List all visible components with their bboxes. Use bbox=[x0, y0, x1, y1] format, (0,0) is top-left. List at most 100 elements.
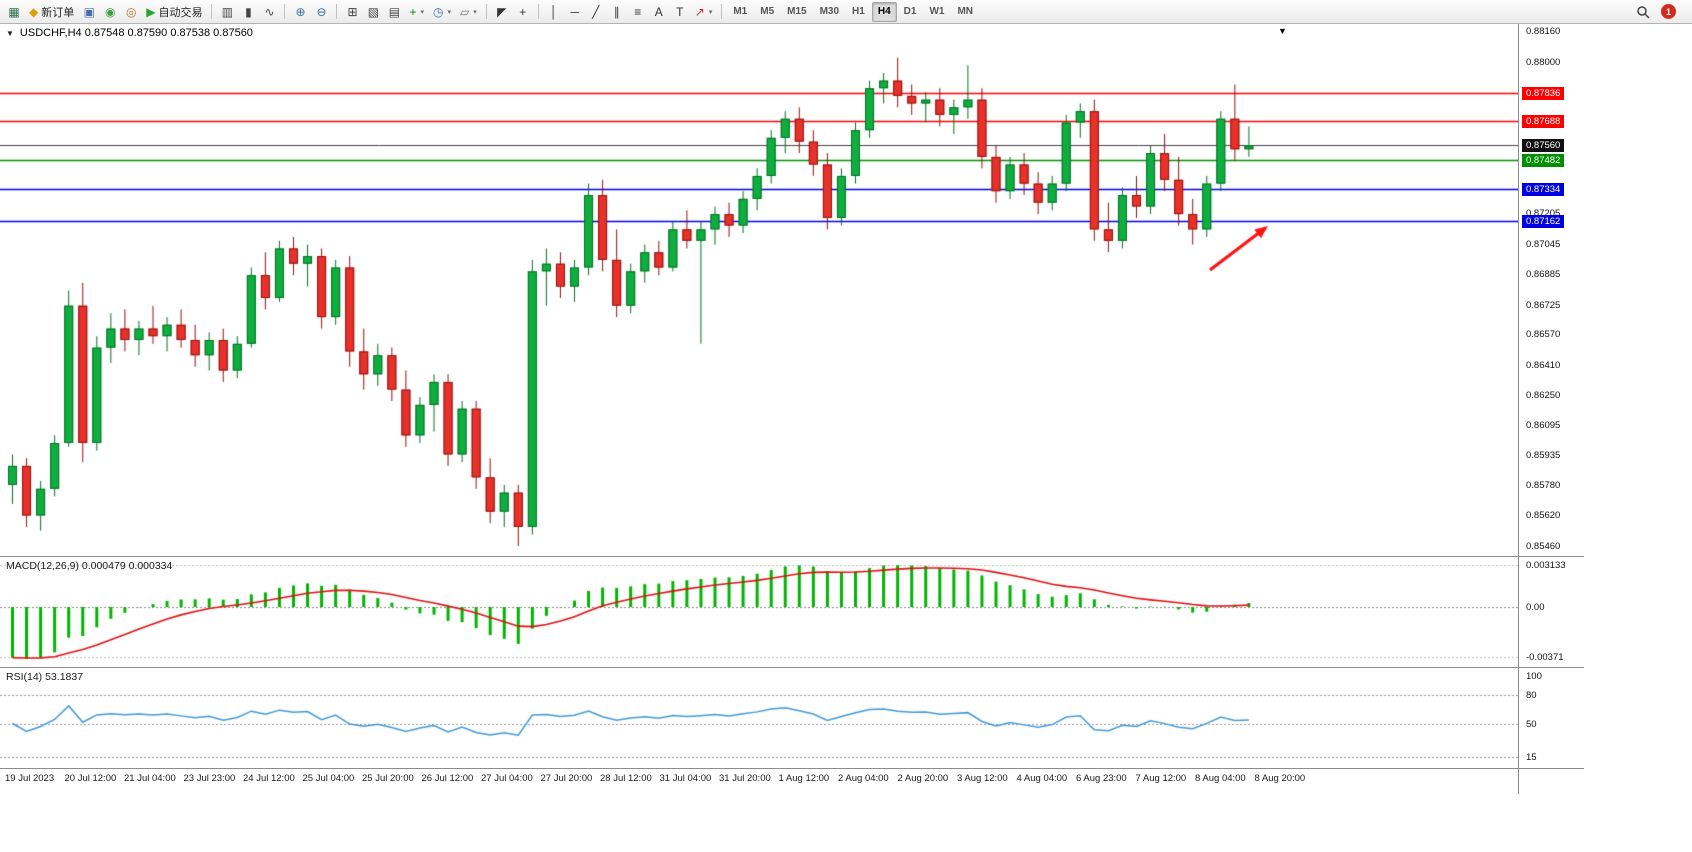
time-axis-label: 31 Jul 20:00 bbox=[719, 773, 771, 784]
dropdown-caret-icon: ▾ bbox=[473, 8, 477, 16]
vertical-line-button[interactable]: │ bbox=[544, 2, 564, 22]
line-chart-icon: ∿ bbox=[264, 4, 275, 19]
macd-axis-label: -0.00371 bbox=[1526, 652, 1564, 663]
toolbar-separator bbox=[284, 4, 286, 19]
zoom-out-button[interactable]: ⊖ bbox=[311, 2, 331, 22]
indicators-button[interactable]: + ▾ bbox=[405, 2, 428, 22]
collapse-chart-icon[interactable]: ▼ bbox=[6, 28, 14, 38]
arrows-button[interactable]: ↗ ▾ bbox=[691, 2, 717, 22]
chart-windows-button[interactable]: ▣ bbox=[79, 2, 99, 22]
channel-icon: ∥ bbox=[613, 4, 620, 19]
price-level-badge: 0.87334 bbox=[1522, 182, 1565, 196]
line-chart-button[interactable]: ∿ bbox=[259, 2, 279, 22]
price-axis-label: 0.88160 bbox=[1526, 26, 1561, 37]
rsi-indicator-canvas[interactable] bbox=[0, 668, 1518, 768]
toolbar-separator bbox=[721, 4, 723, 19]
search-button[interactable] bbox=[1632, 2, 1654, 22]
timeframe-mn-button[interactable]: MN bbox=[957, 6, 973, 17]
auto-trading-button[interactable]: ▶ 自动交易 bbox=[142, 2, 206, 22]
channel-button[interactable]: ∥ bbox=[607, 2, 627, 22]
new-order-button[interactable]: ◆ 新订单 bbox=[25, 2, 78, 22]
horizontal-line-icon: ─ bbox=[570, 4, 579, 19]
cursor-icon: ◤ bbox=[497, 4, 507, 19]
price-level-badge: 0.87162 bbox=[1522, 215, 1565, 229]
tile-windows-button[interactable]: ⊞ bbox=[342, 2, 362, 22]
profiles-icon: ◉ bbox=[104, 4, 116, 19]
templates-button[interactable]: ▱ ▾ bbox=[456, 2, 481, 22]
notification-badge[interactable]: 1 bbox=[1661, 4, 1676, 19]
price-axis-label: 0.87045 bbox=[1526, 238, 1561, 250]
new-chart-icon: ▦ bbox=[8, 4, 20, 19]
time-axis-label: 2 Aug 04:00 bbox=[838, 773, 889, 784]
toolbar-items: ▦ ◆ 新订单 ▣ ◉ ◎ ▶ 自动交易 ▥ ▮ ∿ ⊕ ⊖ ⊞ ▧ ▤ + ▾ ◷ ▾ ▱ ▾ ◤ + │ ─ ╱ ∥ ≡ A T ↗ ▾ M1… bbox=[4, 0, 979, 23]
timeframe-m30-button[interactable]: M30 bbox=[819, 6, 840, 17]
timeframe-h1-button[interactable]: H1 bbox=[852, 6, 865, 17]
toolbar-right-group: 1 bbox=[1632, 2, 1688, 22]
chart-title-text: USDCHF,H4 0.87548 0.87590 0.87538 0.8756… bbox=[19, 27, 253, 39]
fibonacci-icon: ≡ bbox=[634, 4, 642, 19]
fibonacci-button[interactable]: ≡ bbox=[628, 2, 648, 22]
price-axis[interactable]: 0.88160 0.88000 0.87836 0.87688 0.87560 0.874… bbox=[1519, 24, 1691, 804]
timeframe-m1-button[interactable]: M1 bbox=[733, 6, 748, 17]
horizontal-line-button[interactable]: ─ bbox=[565, 2, 585, 22]
time-axis-label: 7 Aug 12:00 bbox=[1135, 773, 1187, 784]
time-axis-label: 27 Jul 20:00 bbox=[540, 773, 593, 784]
rsi-axis-label: 50 bbox=[1526, 718, 1537, 730]
timeframe-w1-button[interactable]: W1 bbox=[929, 6, 945, 17]
timeframe-m5-button[interactable]: M5 bbox=[760, 6, 775, 17]
cursor-button[interactable]: ◤ bbox=[492, 2, 512, 22]
text-button[interactable]: A bbox=[649, 2, 669, 22]
zoom-in-button[interactable]: ⊕ bbox=[290, 2, 310, 22]
panel-separator[interactable] bbox=[0, 667, 1584, 668]
time-axis[interactable]: 19 Jul 2023 20 Jul 12:00 21 Jul 04:00 23 Ju… bbox=[0, 769, 1518, 794]
time-axis-label: 25 Jul 20:00 bbox=[362, 773, 414, 784]
chart-shift-marker-icon[interactable]: ▼ bbox=[1278, 26, 1287, 36]
price-axis-label: 0.85620 bbox=[1526, 510, 1561, 522]
periods-icon: ◷ bbox=[433, 4, 444, 19]
chart-title: ▼ USDCHF,H4 0.87548 0.87590 0.87538 0.87… bbox=[6, 27, 253, 39]
price-axis-label: 0.85935 bbox=[1526, 450, 1561, 462]
trendline-button[interactable]: ╱ bbox=[586, 2, 606, 22]
time-axis-label: 24 Jul 12:00 bbox=[243, 773, 295, 784]
auto-trading-icon: ▶ bbox=[146, 4, 156, 19]
dropdown-caret-icon: ▾ bbox=[447, 8, 451, 16]
toolbar-separator bbox=[485, 4, 487, 19]
auto-trading-label: 自动交易 bbox=[158, 6, 203, 19]
bar-chart-button[interactable]: ▥ bbox=[217, 2, 237, 22]
timeframe-m15-button[interactable]: M15 bbox=[787, 6, 807, 17]
periods-button[interactable]: ◷ ▾ bbox=[429, 2, 455, 22]
profiles-button[interactable]: ◉ bbox=[100, 2, 120, 22]
timeframe-d1-button[interactable]: D1 bbox=[903, 6, 917, 17]
price-axis-label: 0.85460 bbox=[1526, 540, 1561, 552]
vertical-line-icon: │ bbox=[550, 4, 558, 19]
market-watch-icon: ◎ bbox=[125, 4, 137, 19]
new-order-label: 新订单 bbox=[41, 6, 75, 19]
indicators-icon: + bbox=[409, 4, 417, 19]
new-chart-button[interactable]: ▦ bbox=[4, 2, 24, 22]
cascade-windows-button[interactable]: ▧ bbox=[363, 2, 383, 22]
arrange-windows-button[interactable]: ▤ bbox=[384, 2, 404, 22]
time-axis-label: 1 Aug 12:00 bbox=[778, 773, 830, 784]
time-axis-label: 8 Aug 04:00 bbox=[1195, 773, 1246, 784]
time-axis-label: 21 Jul 04:00 bbox=[124, 773, 176, 784]
text-label-button[interactable]: T bbox=[670, 2, 690, 22]
candlestick-chart-canvas[interactable] bbox=[0, 24, 1518, 556]
chart-window: ▼ USDCHF,H4 0.87548 0.87590 0.87538 0.87… bbox=[0, 24, 1692, 852]
arrows-icon: ↗ bbox=[694, 4, 705, 19]
templates-icon: ▱ bbox=[460, 4, 470, 19]
crosshair-button[interactable]: + bbox=[513, 2, 533, 22]
timeframe-h4-button[interactable]: H4 bbox=[871, 1, 897, 22]
price-axis-label: 0.86410 bbox=[1526, 359, 1561, 371]
panel-separator[interactable] bbox=[0, 768, 1584, 769]
macd-indicator-canvas[interactable] bbox=[0, 557, 1518, 667]
time-axis-label: 4 Aug 04:00 bbox=[1016, 773, 1068, 784]
price-axis-label: 0.85780 bbox=[1526, 479, 1561, 491]
time-axis-label: 6 Aug 23:00 bbox=[1076, 773, 1127, 784]
price-level-badge: 0.87482 bbox=[1522, 154, 1565, 168]
market-watch-button[interactable]: ◎ bbox=[121, 2, 141, 22]
candlestick-chart-button[interactable]: ▮ bbox=[238, 2, 258, 22]
panel-separator[interactable] bbox=[0, 556, 1584, 557]
macd-axis-label: 0.003133 bbox=[1526, 560, 1566, 571]
time-axis-label: 19 Jul 2023 bbox=[5, 773, 55, 784]
cascade-windows-icon: ▧ bbox=[367, 4, 380, 19]
